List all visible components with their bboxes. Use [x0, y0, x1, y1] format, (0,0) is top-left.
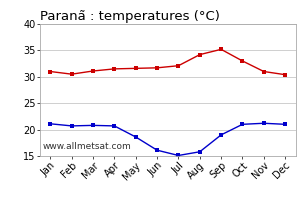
Text: Paranã : temperatures (°C): Paranã : temperatures (°C)	[40, 10, 220, 23]
Text: www.allmetsat.com: www.allmetsat.com	[42, 142, 131, 151]
